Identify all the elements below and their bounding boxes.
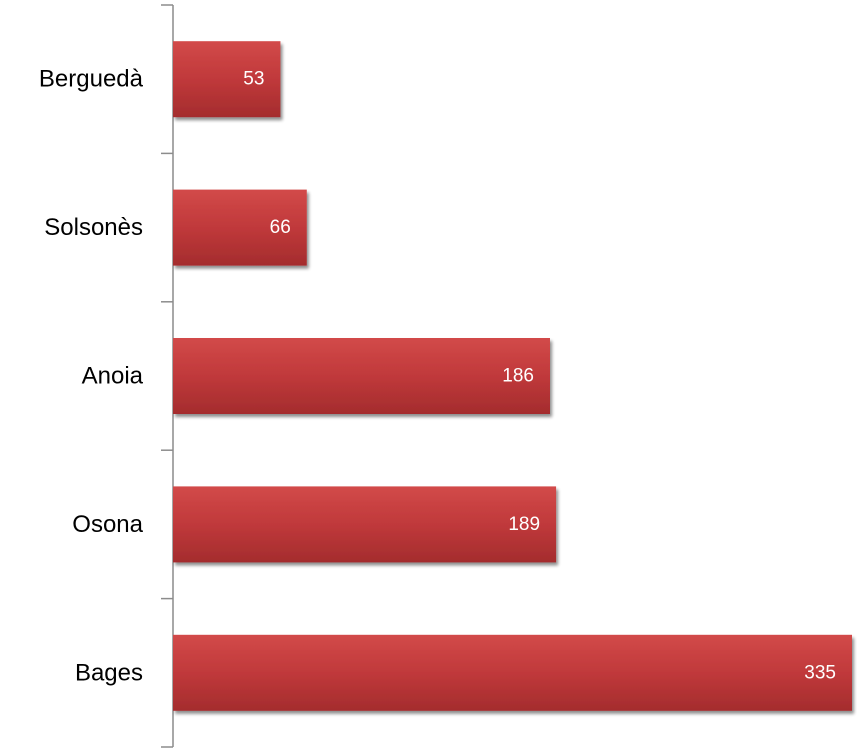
bar-osona	[173, 486, 557, 563]
category-label: Solsonès	[44, 214, 143, 241]
category-label: Osona	[72, 511, 143, 538]
data-label: 186	[502, 366, 534, 387]
category-labels: Berguedà Solsonès Anoia Osona Bages	[39, 66, 144, 687]
bars	[173, 41, 852, 711]
bar-solson-s	[173, 189, 307, 266]
bar-anoia	[173, 338, 550, 414]
category-label: Anoia	[82, 363, 144, 390]
data-label: 335	[804, 662, 836, 683]
data-label: 189	[508, 514, 540, 535]
bar-bergued-	[173, 41, 281, 118]
category-label: Berguedà	[39, 66, 144, 93]
data-label: 53	[243, 69, 264, 90]
bar-bages	[173, 634, 852, 711]
data-label: 66	[270, 217, 291, 238]
category-label: Bages	[75, 659, 143, 686]
category-axis	[161, 4, 174, 748]
data-labels: 53 66 186 189 335	[243, 69, 836, 684]
